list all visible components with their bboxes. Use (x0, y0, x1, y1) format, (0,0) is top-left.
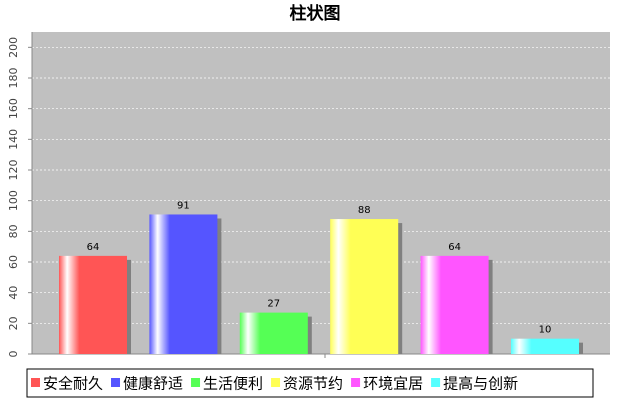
bar (420, 255, 489, 354)
y-tick-label: 80 (7, 224, 20, 238)
legend (26, 368, 594, 398)
legend-label: 资源节约 (283, 375, 343, 393)
y-tick-label: 120 (7, 160, 20, 181)
bar (59, 255, 127, 354)
y-tick-label: 0 (7, 351, 20, 358)
y-tick-label: 20 (7, 316, 20, 330)
bar (239, 312, 308, 354)
legend-swatch (191, 378, 201, 387)
legend-label: 提高与创新 (443, 375, 518, 393)
legend-label: 生活便利 (203, 375, 263, 393)
value-label: 88 (358, 205, 371, 216)
y-tick-label: 180 (7, 68, 20, 89)
value-label: 91 (177, 200, 190, 211)
y-tick-label: 140 (7, 129, 20, 150)
y-tick-label: 60 (7, 255, 20, 269)
legend-swatch (111, 378, 121, 387)
legend-swatch (351, 378, 361, 387)
bar (511, 338, 579, 354)
value-label: 27 (267, 299, 280, 310)
y-tick-label: 200 (7, 37, 20, 58)
legend-swatch (431, 378, 441, 387)
y-tick-label: 100 (7, 190, 20, 211)
value-label: 10 (539, 325, 552, 336)
bar (330, 219, 399, 354)
legend-swatch (31, 378, 40, 387)
legend-swatch (271, 378, 281, 387)
value-label: 64 (87, 242, 100, 253)
bar (149, 214, 218, 354)
legend-label: 安全耐久 (43, 375, 103, 393)
chart-title: 柱状图 (290, 3, 341, 24)
value-label: 64 (448, 242, 461, 253)
legend-label: 健康舒适 (123, 375, 183, 393)
y-tick-label: 40 (7, 286, 20, 300)
y-tick-label: 160 (7, 98, 20, 119)
legend-label: 环境宜居 (363, 375, 423, 393)
